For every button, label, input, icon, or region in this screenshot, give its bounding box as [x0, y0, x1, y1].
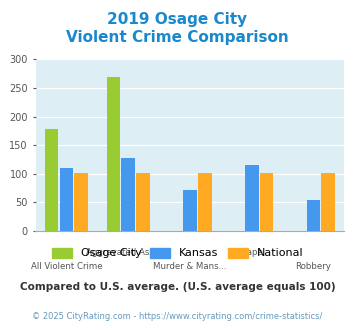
Bar: [75, 173, 88, 231]
Text: Murder & Mans...: Murder & Mans...: [153, 262, 227, 271]
Legend: Osage City, Kansas, National: Osage City, Kansas, National: [48, 243, 307, 263]
Bar: [45, 129, 58, 231]
Bar: [245, 165, 258, 231]
Text: Rape: Rape: [241, 248, 263, 257]
Bar: [183, 190, 197, 231]
Bar: [260, 173, 273, 231]
Text: Robbery: Robbery: [295, 262, 332, 271]
Bar: [198, 173, 212, 231]
Bar: [121, 158, 135, 231]
Bar: [307, 200, 320, 231]
Text: Aggravated Assault: Aggravated Assault: [86, 248, 170, 257]
Text: Compared to U.S. average. (U.S. average equals 100): Compared to U.S. average. (U.S. average …: [20, 282, 335, 292]
Text: © 2025 CityRating.com - https://www.cityrating.com/crime-statistics/: © 2025 CityRating.com - https://www.city…: [32, 312, 323, 321]
Bar: [106, 77, 120, 231]
Bar: [60, 168, 73, 231]
Bar: [322, 173, 335, 231]
Text: 2019 Osage City: 2019 Osage City: [108, 12, 247, 26]
Bar: [136, 173, 150, 231]
Text: Violent Crime Comparison: Violent Crime Comparison: [66, 30, 289, 45]
Text: All Violent Crime: All Violent Crime: [31, 262, 102, 271]
